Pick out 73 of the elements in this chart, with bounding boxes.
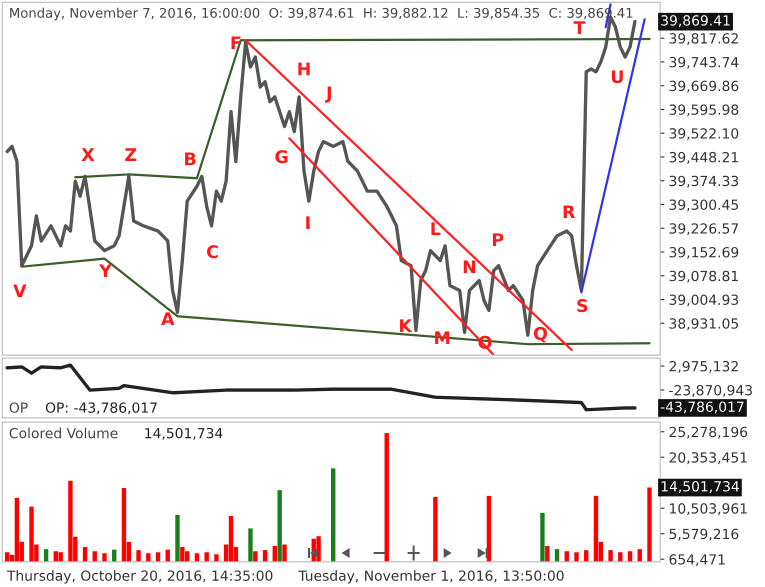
- annotation: G: [275, 150, 288, 164]
- annotation: Y: [99, 264, 112, 278]
- bar: [253, 551, 258, 562]
- text: OP: [10, 402, 28, 413]
- y-tick-label: 39,152.69: [670, 246, 738, 259]
- y-tick-label: 39,817.62: [670, 33, 738, 46]
- text: 14,501,734: [662, 481, 739, 493]
- y-tick-label: 39,004.93: [670, 294, 738, 306]
- bar: [647, 488, 652, 562]
- annotation: U: [612, 70, 623, 84]
- y-tick-label: -23,870,943: [669, 384, 752, 397]
- bar: [272, 546, 277, 562]
- bar: [486, 496, 492, 562]
- bar: [638, 549, 642, 562]
- bar: [262, 550, 268, 562]
- bar: [584, 550, 588, 562]
- y-tick-label: 39,374.33: [670, 176, 738, 188]
- y-tick-label: 39,078.81: [670, 270, 738, 283]
- text: -43,786,017: [660, 401, 744, 414]
- annotation: I: [306, 216, 310, 230]
- bar: [277, 490, 282, 562]
- annotation: P: [492, 233, 504, 246]
- bar: [433, 496, 438, 562]
- annotation: T: [574, 21, 586, 34]
- annotation: J: [325, 86, 331, 103]
- y-tick-label: 20,353,451: [670, 452, 747, 464]
- annotation: OP: -43,786,017: [46, 402, 157, 414]
- annotation: Q: [534, 326, 547, 342]
- bar: [112, 550, 116, 562]
- bar: [331, 468, 336, 562]
- text: Thursday, October 20, 2016, 14:35:00: [6, 570, 272, 584]
- y-tick-label: 654,471: [670, 554, 725, 566]
- line-series: [74, 38, 651, 180]
- y-tick-label: 39,226.57: [670, 223, 738, 236]
- y-tick-label: 39,595.98: [670, 104, 738, 116]
- bar: [166, 550, 170, 562]
- y-tick-label: 25,278,196: [670, 426, 748, 439]
- bar: [564, 551, 569, 562]
- y-tick-label: 5,579,216: [670, 528, 738, 541]
- annotation: K: [400, 319, 412, 332]
- annotation: A: [161, 312, 174, 325]
- y-tick-label: 39,743.74: [670, 56, 738, 69]
- bar: [44, 549, 48, 562]
- bar: [608, 550, 613, 562]
- text: Tuesday, November 1, 2016, 13:50:00: [298, 570, 564, 584]
- annotation: Z: [125, 148, 136, 161]
- bar: [175, 514, 180, 562]
- annotation: B: [185, 152, 196, 166]
- annotation: X: [82, 148, 94, 161]
- annotation: N: [464, 260, 476, 274]
- annotation: H: [298, 62, 310, 76]
- y-tick-label: 39,300.45: [670, 199, 738, 212]
- y-tick-label: 39,522.10: [670, 128, 738, 140]
- chart-title: Colored Volume: [10, 428, 118, 438]
- bar: [92, 551, 97, 562]
- bar: [384, 433, 389, 562]
- text: 39,869.41: [661, 15, 730, 28]
- y-tick-label: 2,975,132: [670, 361, 738, 373]
- y-tick-label: 39,669.86: [670, 80, 738, 93]
- annotation: R: [564, 205, 576, 218]
- y-tick-label: 10,503,961: [670, 503, 747, 516]
- annotation: V: [13, 284, 26, 298]
- annotation: S: [577, 299, 588, 312]
- annotation: C: [207, 245, 218, 258]
- annotation: 14,501,734: [145, 428, 222, 440]
- bar: [204, 552, 209, 562]
- bar: [618, 552, 622, 562]
- y-tick-label: 38,931.05: [670, 318, 738, 330]
- bar: [540, 512, 545, 562]
- y-tick-label: 39,448.21: [670, 152, 738, 164]
- bar: [545, 546, 550, 562]
- annotation: L: [431, 222, 440, 236]
- bar: [146, 553, 150, 562]
